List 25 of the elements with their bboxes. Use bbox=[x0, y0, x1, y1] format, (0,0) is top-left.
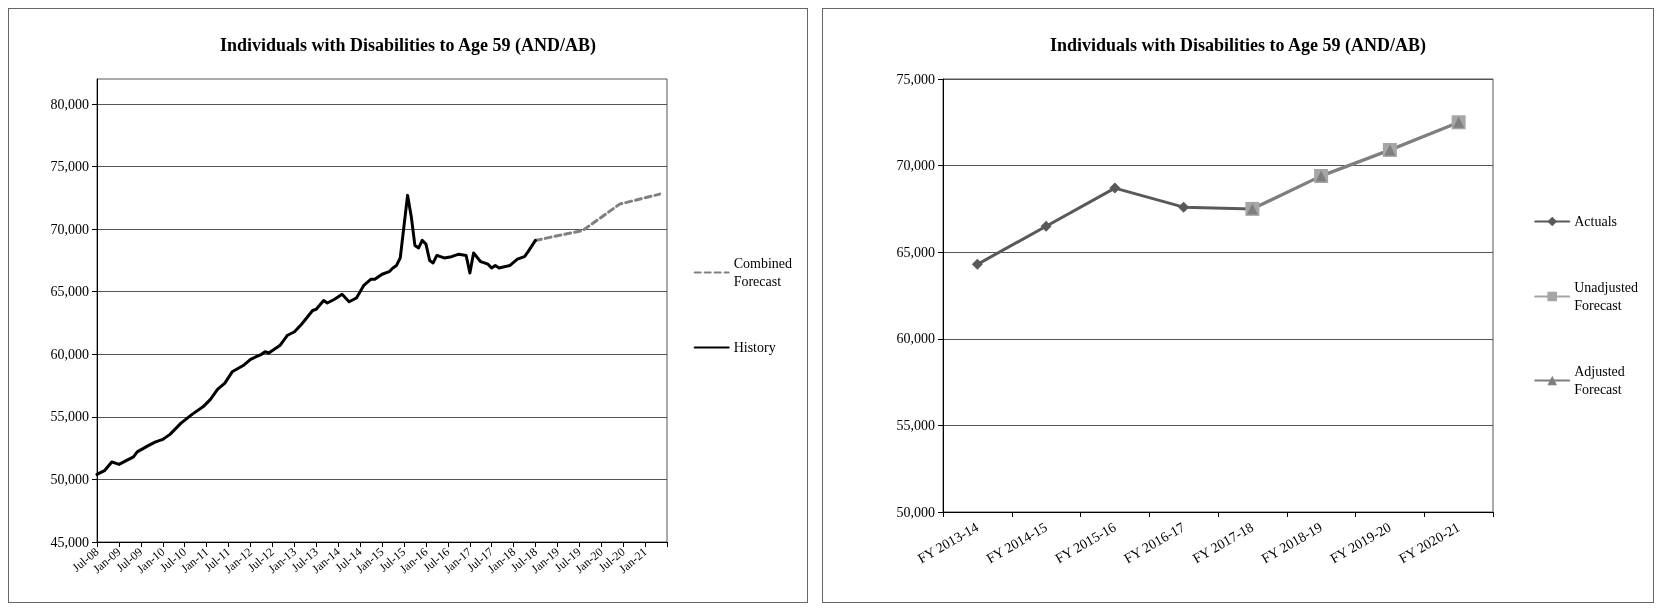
y-tick-label: 65,000 bbox=[896, 244, 935, 260]
y-tick-label: 60,000 bbox=[50, 346, 89, 362]
chart-title: Individuals with Disabilities to Age 59 (AND/AB) bbox=[1049, 35, 1427, 56]
y-tick-label: 50,000 bbox=[896, 504, 935, 520]
line-series bbox=[533, 192, 662, 242]
point bbox=[971, 258, 983, 270]
y-tick-label: 50,000 bbox=[50, 471, 89, 487]
y-tick-label: 75,000 bbox=[896, 71, 935, 87]
y-tick-label: 75,000 bbox=[50, 159, 89, 175]
y-tick-label: 55,000 bbox=[50, 409, 89, 425]
legend-label: History bbox=[733, 340, 776, 355]
point bbox=[1109, 182, 1121, 194]
y-tick-label: 45,000 bbox=[50, 534, 89, 550]
legend-label: Adjusted Forecast bbox=[1574, 364, 1625, 397]
legend-label: Unadjusted Forecast bbox=[1574, 280, 1638, 313]
y-tick-label: 65,000 bbox=[50, 284, 89, 300]
y-tick-label: 70,000 bbox=[896, 158, 935, 174]
y-tick-label: 60,000 bbox=[896, 331, 935, 347]
legend-label: Actuals bbox=[1574, 214, 1617, 229]
y-tick-label: 55,000 bbox=[896, 417, 935, 433]
point bbox=[1040, 220, 1052, 232]
legend-label: Combined Forecast bbox=[733, 256, 793, 289]
y-tick-label: 70,000 bbox=[50, 221, 89, 237]
y-tick-label: 80,000 bbox=[50, 96, 89, 112]
chart-title: Individuals with Disabilities to Age 59 (AND/AB) bbox=[219, 35, 597, 56]
